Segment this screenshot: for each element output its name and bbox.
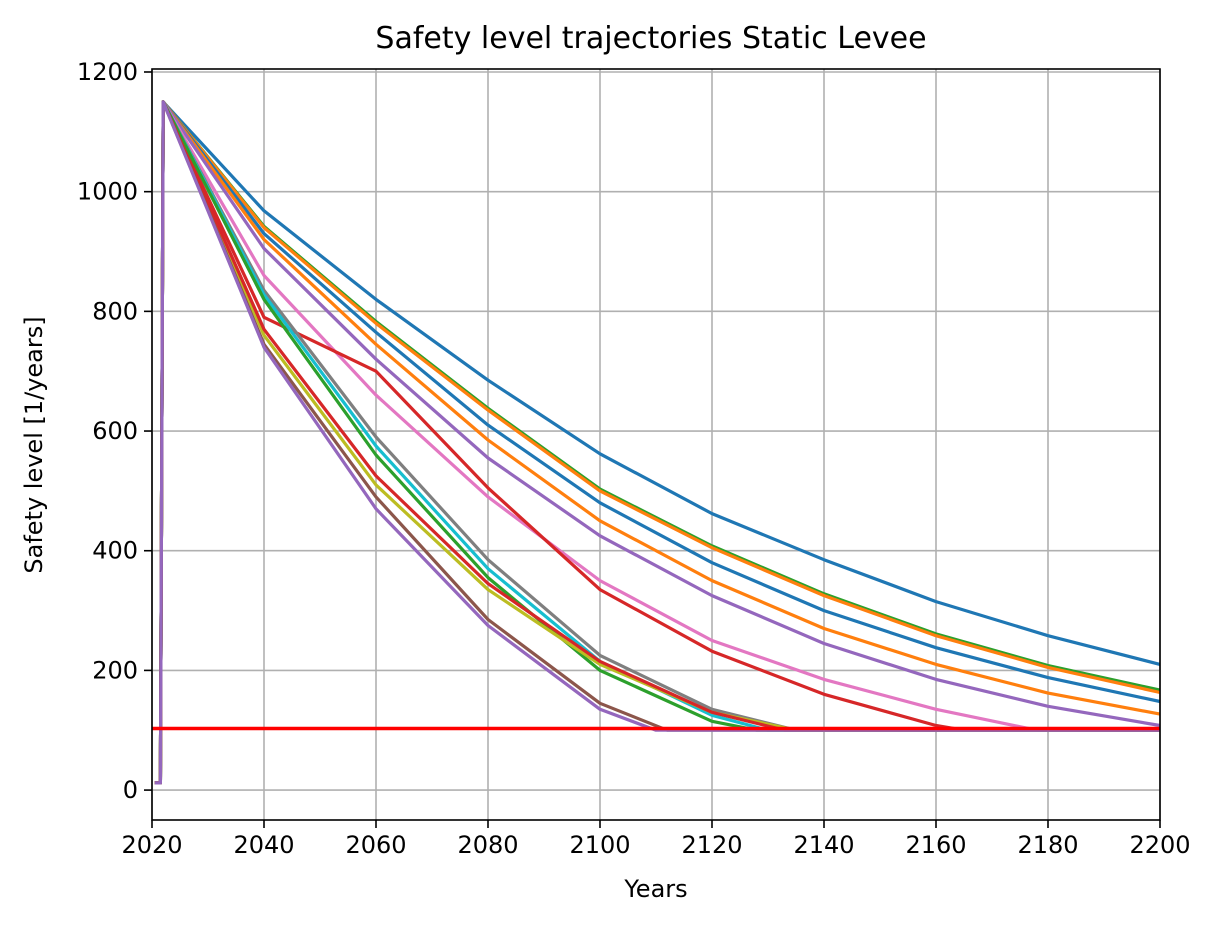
series-line-purple-1: [154, 100, 1161, 785]
y-tick-label: 800: [92, 297, 138, 325]
x-tick-label: 2040: [233, 831, 294, 859]
y-tick-label: 600: [92, 417, 138, 445]
y-tick-label: 0: [123, 776, 138, 804]
series-line-blue-2: [154, 100, 1161, 785]
x-axis-label: Years: [623, 875, 687, 903]
x-tick-label: 2060: [345, 831, 406, 859]
series-line-green-1: [154, 100, 1161, 785]
series-line-gray: [154, 100, 1160, 785]
series-line-orange-2: [154, 100, 1161, 785]
series-line-green-2: [154, 100, 1160, 785]
series-line-blue-1: [154, 100, 1161, 785]
series-line-pink: [154, 100, 1160, 785]
series-line-red-2: [154, 100, 1160, 785]
series-line-olive: [154, 100, 1160, 785]
series-line-red-1: [154, 100, 1160, 785]
y-tick-label: 1000: [77, 178, 138, 206]
x-tick-label: 2080: [457, 831, 518, 859]
y-tick-label: 400: [92, 537, 138, 565]
ticks: 2020 2040 2060 2080 2100 2120 2140 2160 2180 2200…: [77, 58, 1191, 859]
y-tick-label: 1200: [77, 58, 138, 86]
series-group: [152, 100, 1161, 785]
x-tick-label: 2160: [905, 831, 966, 859]
series-line-purple-2: [154, 100, 1160, 785]
x-tick-label: 2140: [793, 831, 854, 859]
x-tick-label: 2200: [1129, 831, 1190, 859]
series-line-cyan: [154, 100, 1160, 785]
y-tick-label: 200: [92, 656, 138, 684]
y-axis-label: Safety level [1/years]: [20, 316, 48, 573]
chart-title: Safety level trajectories Static Levee: [375, 21, 926, 56]
series-line-orange-1: [154, 100, 1161, 785]
axes-frame: [151, 68, 1161, 821]
grid: [151, 69, 1161, 820]
x-tick-label: 2100: [569, 831, 630, 859]
x-tick-label: 2020: [121, 831, 182, 859]
x-tick-label: 2120: [681, 831, 742, 859]
x-tick-label: 2180: [1017, 831, 1078, 859]
series-line-brown: [154, 100, 1160, 785]
